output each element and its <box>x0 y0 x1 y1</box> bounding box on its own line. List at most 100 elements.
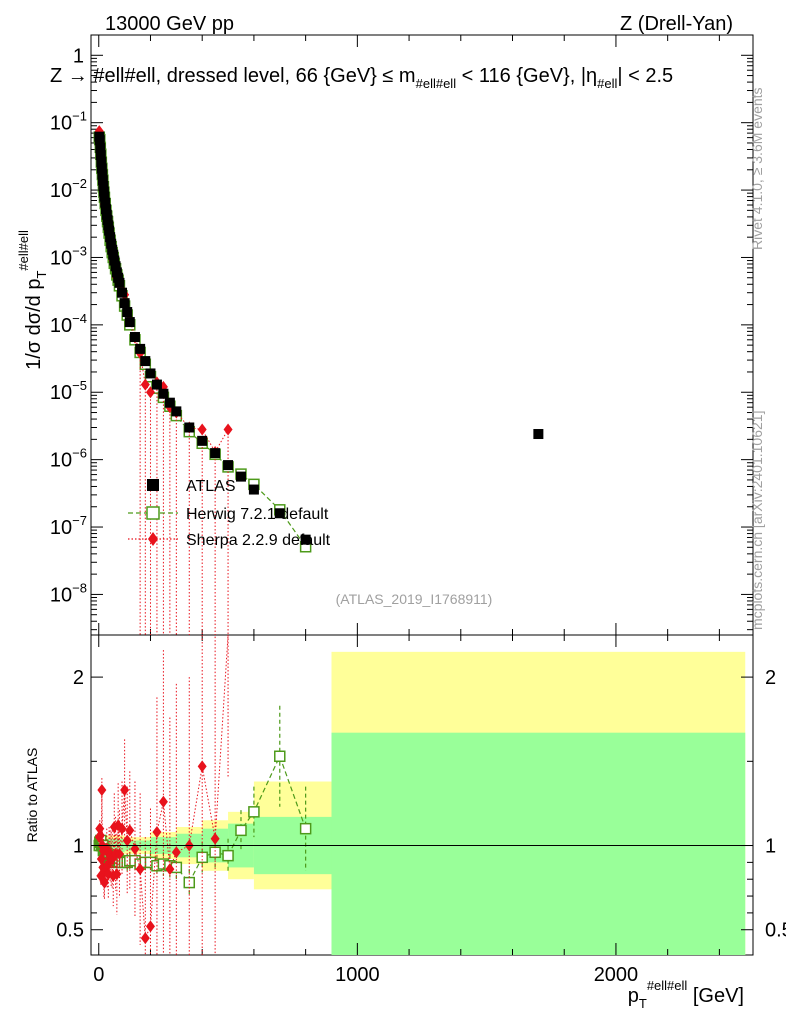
y-tick-label: 10−4 <box>50 311 87 337</box>
legend-herwig-label: Herwig 7.2.1 default <box>186 506 329 523</box>
y-tick-label: 1 <box>73 45 84 67</box>
sherpa-ratio-point <box>140 932 150 945</box>
atlas-point <box>97 175 108 186</box>
atlas-point <box>106 238 117 249</box>
atlas-point <box>109 255 120 266</box>
sherpa-ratio-point <box>114 847 124 860</box>
atlas-point <box>117 287 128 298</box>
header-right: Z (Drell-Yan) <box>620 13 733 35</box>
sherpa-series-ratio <box>94 634 229 955</box>
sherpa-ratio-point <box>97 783 107 796</box>
herwig-ratio-point <box>235 824 247 837</box>
atlas-point <box>164 397 175 408</box>
atlas-point <box>104 225 115 236</box>
y-tick-label: 10−8 <box>50 580 87 606</box>
sherpa-series-main <box>94 125 233 635</box>
x-tick-label: 2000 <box>594 964 639 986</box>
ratio-axis-ticks: 0 1000 2000 0.5 0.5 1 1 2 2 <box>56 667 786 986</box>
sherpa-ratio-point <box>99 876 109 889</box>
atlas-point <box>210 448 221 459</box>
atlas-point <box>98 186 109 197</box>
sherpa-ratio-point <box>145 920 155 933</box>
atlas-point <box>140 356 151 367</box>
y-axis-label-ratio: Ratio to ATLAS <box>24 748 40 843</box>
atlas-point <box>95 150 106 161</box>
herwig-ratio-point <box>299 822 312 835</box>
atlas-point <box>184 422 195 433</box>
atlas-point <box>274 508 285 519</box>
sherpa-ratio-point <box>152 826 162 839</box>
ratio-tick-label-left: 2 <box>73 667 84 689</box>
ratio-uncertainty-bands <box>98 651 746 955</box>
y-axis-label-main: 1/σ dσ/d pT#ell#ell <box>16 230 49 370</box>
atlas-point <box>110 261 121 272</box>
legend-atlas-label: ATLAS <box>186 478 236 495</box>
legend-sherpa-label: Sherpa 2.2.9 default <box>186 532 331 549</box>
ratio-tick-label-left: 1 <box>73 836 84 858</box>
atlas-point <box>94 135 105 146</box>
ratio-band-inner-7 <box>331 732 746 955</box>
x-axis-label: pT#ell#ell [GeV] <box>628 978 744 1011</box>
atlas-point <box>119 298 130 309</box>
atlas-point <box>129 332 140 343</box>
atlas-point <box>113 272 124 283</box>
analysis-tag: (ATLAS_2019_I1768911) <box>336 591 493 607</box>
atlas-point <box>197 435 208 446</box>
atlas-point <box>122 307 133 318</box>
atlas-point <box>235 471 246 482</box>
atlas-point <box>223 460 234 471</box>
atlas-point <box>95 143 106 154</box>
sherpa-ratio-point <box>171 846 181 859</box>
y-tick-label: 10−6 <box>50 446 87 472</box>
atlas-point <box>108 249 119 260</box>
sherpa-point <box>223 423 233 436</box>
sherpa-point <box>140 378 150 391</box>
rivet-version-text: Rivet 4.1.0, ≥ 3.6M events <box>749 87 765 250</box>
atlas-point <box>96 157 107 168</box>
atlas-point <box>248 484 259 495</box>
atlas-point <box>99 191 110 202</box>
atlas-point <box>151 379 162 390</box>
legend: ATLAS Herwig 7.2.1 default Sherpa 2.2.9 … <box>128 478 331 549</box>
sherpa-ratio-point <box>120 783 130 796</box>
ratio-tick-label-right: 2 <box>765 667 776 689</box>
atlas-point <box>100 197 111 208</box>
y-tick-label: 10−1 <box>50 109 87 135</box>
sherpa-ratio-point <box>95 822 105 835</box>
atlas-point <box>96 163 107 174</box>
atlas-point <box>158 388 169 399</box>
sherpa-ratio-point <box>197 760 207 773</box>
y-tick-label: 10−3 <box>50 243 87 269</box>
herwig-ratio-point <box>183 876 196 889</box>
x-tick-label: 0 <box>93 964 104 986</box>
ratio-tick-label-right: 0.5 <box>765 920 786 942</box>
atlas-point <box>100 204 111 215</box>
atlas-point <box>135 343 146 354</box>
legend-atlas-marker <box>147 479 159 491</box>
atlas-point <box>101 209 112 220</box>
plot-title: Z → #ell#ell, dressed level, 66 {GeV} ≤ … <box>50 65 673 91</box>
herwig-ratio-point <box>196 851 208 864</box>
legend-sherpa-marker <box>148 532 158 546</box>
atlas-point <box>533 429 544 440</box>
atlas-point <box>171 406 182 417</box>
ratio-tick-label-left: 0.5 <box>56 920 84 942</box>
y-tick-label: 10−7 <box>50 513 87 539</box>
sherpa-point <box>197 423 207 436</box>
atlas-point <box>114 277 125 288</box>
sherpa-ratio-point <box>125 824 135 837</box>
atlas-point <box>145 368 156 379</box>
sherpa-ratio-point <box>122 834 132 847</box>
sherpa-ratio-point <box>210 832 220 845</box>
atlas-point <box>124 317 135 328</box>
atlas-point <box>111 267 122 278</box>
atlas-point <box>102 214 113 225</box>
atlas-point <box>97 169 108 180</box>
ratio-tick-label-right: 1 <box>765 836 776 858</box>
sherpa-ratio-point <box>165 863 175 876</box>
sherpa-ratio-point <box>135 863 145 876</box>
header-left: 13000 GeV pp <box>105 13 234 35</box>
herwig-ratio-point <box>274 750 286 763</box>
mcplots-reference-text: mcplots.cern.ch [arXiv:2401.10621] <box>749 411 765 630</box>
